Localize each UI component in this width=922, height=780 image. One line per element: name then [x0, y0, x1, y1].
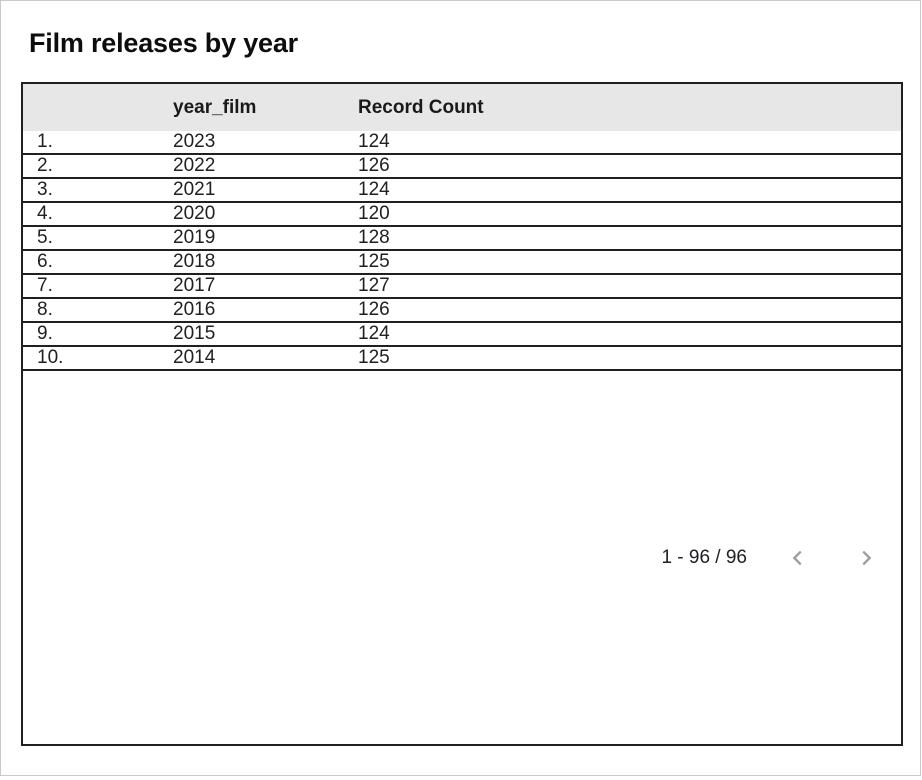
- table-row: 3. 2021 124: [23, 179, 901, 203]
- year-film-cell: 2014: [173, 347, 216, 368]
- table-row: 4. 2020 120: [23, 203, 901, 227]
- row-number-cell: 1.: [37, 131, 53, 152]
- table-header-row: year_film Record Count: [23, 84, 901, 131]
- table-row: 1. 2023 124: [23, 131, 901, 155]
- table-row: 2. 2022 126: [23, 155, 901, 179]
- row-number-cell: 8.: [37, 299, 53, 320]
- pagination-range-label: 1 - 96 / 96: [661, 546, 747, 568]
- row-number-cell: 7.: [37, 275, 53, 296]
- table-footer: 1 - 96 / 96: [23, 371, 901, 744]
- header-record-count[interactable]: Record Count: [358, 96, 484, 118]
- record-count-cell: 124: [358, 131, 390, 152]
- record-count-cell: 125: [358, 251, 390, 272]
- row-number-cell: 6.: [37, 251, 53, 272]
- table-row: 7. 2017 127: [23, 275, 901, 299]
- chart-title: Film releases by year: [29, 28, 298, 58]
- chevron-left-icon: [792, 550, 802, 565]
- row-number-cell: 2.: [37, 155, 53, 176]
- year-film-cell: 2019: [173, 227, 216, 248]
- year-film-cell: 2021: [173, 179, 216, 200]
- year-film-cell: 2015: [173, 323, 216, 344]
- table-row: 9. 2015 124: [23, 323, 901, 347]
- table-row: 8. 2016 126: [23, 299, 901, 323]
- record-count-cell: 126: [358, 299, 390, 320]
- pagination-next-button[interactable]: [853, 545, 879, 571]
- row-number-cell: 9.: [37, 323, 53, 344]
- record-count-cell: 124: [358, 323, 390, 344]
- row-number-cell: 4.: [37, 203, 53, 224]
- row-number-cell: 3.: [37, 179, 53, 200]
- header-year-film[interactable]: year_film: [173, 96, 257, 118]
- record-count-cell: 127: [358, 275, 390, 296]
- chevron-right-icon: [862, 550, 872, 565]
- table-row: 6. 2018 125: [23, 251, 901, 275]
- pagination-prev-button[interactable]: [785, 545, 811, 571]
- record-count-cell: 125: [358, 347, 390, 368]
- record-count-cell: 128: [358, 227, 390, 248]
- year-film-cell: 2018: [173, 251, 216, 272]
- year-film-cell: 2023: [173, 131, 216, 152]
- record-count-cell: 120: [358, 203, 390, 224]
- record-count-cell: 124: [358, 179, 390, 200]
- year-film-cell: 2016: [173, 299, 216, 320]
- row-number-cell: 5.: [37, 227, 53, 248]
- year-film-cell: 2017: [173, 275, 216, 296]
- year-film-cell: 2020: [173, 203, 216, 224]
- table-body: 1. 2023 124 2. 2022 126 3. 2021 124 4. 2020 120 5. 20…: [23, 131, 901, 371]
- table-row: 5. 2019 128: [23, 227, 901, 251]
- record-count-cell: 126: [358, 155, 390, 176]
- year-film-cell: 2022: [173, 155, 216, 176]
- data-table: year_film Record Count 1. 2023 124 2. 2022 12…: [21, 82, 903, 746]
- row-number-cell: 10.: [37, 347, 64, 368]
- table-row: 10. 2014 125: [23, 347, 901, 371]
- header-row-number: [23, 84, 160, 131]
